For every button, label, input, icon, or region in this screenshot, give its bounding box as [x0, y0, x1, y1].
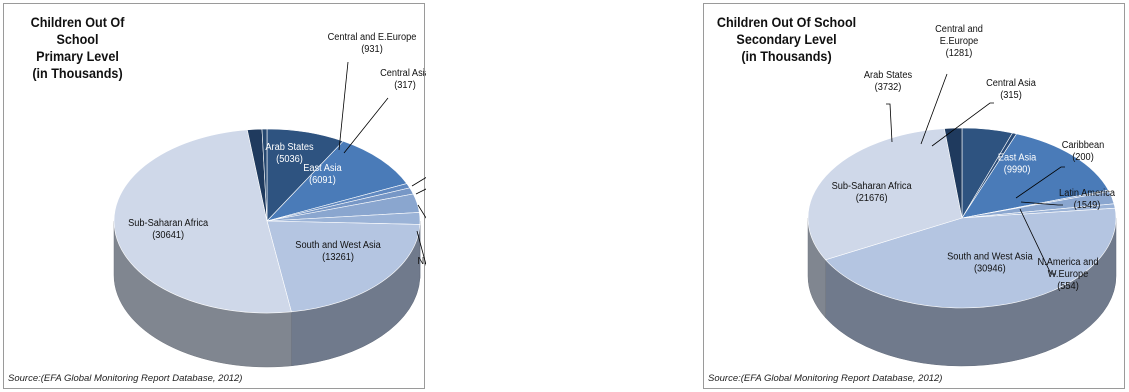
leader-line	[886, 103, 893, 143]
source-note: Source:(EFA Global Monitoring Report Dat…	[708, 373, 943, 384]
leader-line	[1020, 201, 1063, 206]
data-label-central-and-e-europe: Central and E.Europe (1281)	[935, 24, 983, 60]
leader-line	[411, 177, 426, 187]
leader-line	[415, 188, 426, 195]
source-note: Source:(EFA Global Monitoring Report Dat…	[8, 373, 243, 384]
pie-labels: Arab States(5036)East Asia(6091)Pacific(…	[128, 32, 426, 292]
pie-slice-sub-saharan-africa	[807, 128, 963, 261]
data-label-south-and-west-asia: South and West Asia (30946)	[947, 251, 1033, 275]
chart-title-line: Children Out Of School	[716, 14, 857, 30]
leader-line	[343, 97, 389, 154]
chart-title-line: Secondary Level	[736, 31, 837, 47]
pie-labels: Arab States (3732) Central Asia (315) East A…	[832, 24, 1116, 293]
data-label-latin-america: Latin America (1549)	[1059, 188, 1115, 212]
pie-slice-central-asia	[261, 128, 268, 222]
data-label-arab-states: Arab States (5036)	[265, 141, 313, 165]
data-label-arab-states: Arab States (3732)	[864, 70, 912, 94]
leader-line	[338, 61, 349, 151]
pie-chart-secondary: Arab States (3732) Central Asia (315) East A…	[807, 24, 1117, 367]
chart-title-line: (in Thousands)	[32, 65, 123, 81]
chart-panel-secondary: Arab States (3732) Central Asia (315) East A…	[703, 3, 1125, 389]
pie-slice-central-and-e-europe	[944, 127, 963, 219]
chart-title-secondary: Children Out Of School Secondary Level (…	[710, 14, 863, 65]
chart-title-line: (in Thousands)	[741, 48, 832, 64]
chart-panel-primary: Arab States(5036)East Asia(6091)Pacific(…	[3, 3, 426, 389]
data-label-east-asia: East Asia (6091)	[303, 162, 342, 186]
data-label-east-asia: East Asia (9990)	[998, 152, 1037, 176]
data-label-sub-saharan-africa: Sub-Saharan Africa (21676)	[832, 180, 912, 204]
data-label-sub-saharan-africa: Sub-Saharan Africa (30641)	[128, 218, 208, 242]
data-label-central-asia: Central Asia (317)	[380, 68, 426, 92]
data-label-south-and-west-asia: South and West Asia (13261)	[295, 239, 381, 263]
leader-line	[416, 230, 426, 267]
chart-title-line: Primary Level	[36, 48, 119, 64]
pie-slice-east-asia	[266, 140, 408, 222]
pie-top	[113, 128, 421, 314]
pie-top	[807, 127, 1117, 309]
leader-line	[417, 204, 426, 219]
leader-line	[1019, 208, 1056, 275]
pie-slice-sub-saharan-africa	[113, 129, 292, 314]
chart-title-primary: Children Out Of School Primary Level (in…	[10, 14, 145, 82]
data-label-n-america-and-w-europe: N.America and W.Europe (554)	[1037, 257, 1098, 293]
leader-line	[920, 73, 948, 145]
leader-line	[931, 102, 994, 147]
data-label-central-and-e-europe: Central and E.Europe (931)	[328, 32, 417, 56]
leader-line	[1015, 166, 1065, 199]
pie-slice-south-and-west-asia	[266, 220, 421, 313]
chart-title-line: Children Out Of School	[30, 14, 125, 47]
data-label-central-asia: Central Asia (315)	[986, 78, 1036, 102]
pie-chart-primary: Arab States(5036)East Asia(6091)Pacific(…	[113, 32, 426, 368]
data-label-caribbean: Caribbean (200)	[1062, 140, 1105, 164]
pie-slice-south-and-west-asia	[825, 207, 1117, 309]
